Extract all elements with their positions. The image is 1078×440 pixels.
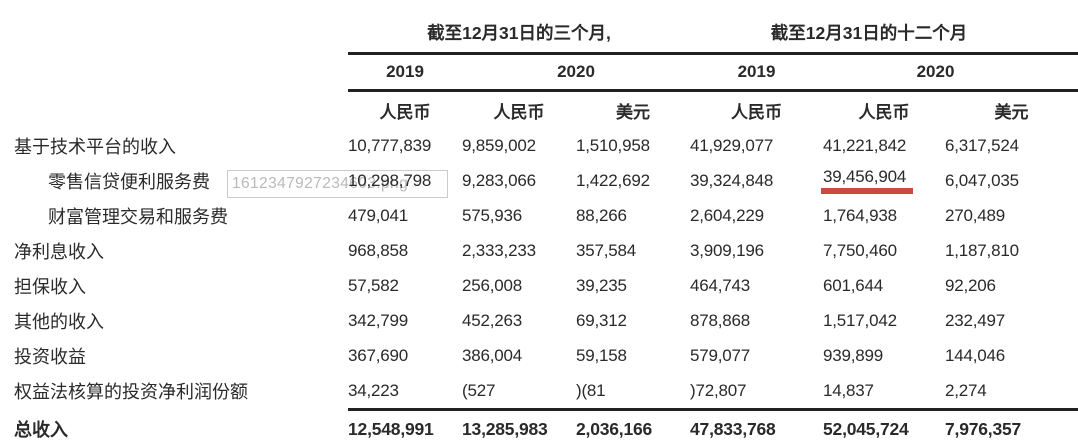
table-row: 零售信贷便利服务费 10,298,798 9,283,066 1,422,692… [0, 163, 1078, 198]
year-header: 2020 [823, 53, 1078, 92]
cell-value: 39,235 [576, 275, 627, 295]
row-label: 投资收益 [14, 346, 86, 367]
watermark-filename-overlay: 1612347927234603.png [227, 170, 448, 198]
cell-value: 232,497 [945, 310, 1006, 330]
total-value: 13,285,983 [462, 408, 576, 440]
period-header-row: 截至12月31日的三个月, 截至12月31日的十二个月 [0, 12, 1078, 55]
cell-value: 1,510,958 [576, 135, 650, 155]
cell-value: 479,041 [348, 205, 409, 225]
row-label: 零售信贷便利服务费 [48, 171, 210, 192]
currency-header: 人民币 [493, 102, 545, 122]
cell-value: 968,858 [348, 240, 409, 260]
cell-value: 452,263 [462, 310, 523, 330]
cell-value: 342,799 [348, 310, 409, 330]
currency-header-row: 人民币 人民币 美元 人民币 人民币 美元 [0, 91, 1078, 129]
cell-value-highlighted: 39,456,904 [821, 163, 945, 198]
cell-value: (527 [462, 380, 496, 400]
red-underlined-value: 39,456,904 [821, 168, 914, 194]
cell-value: 9,283,066 [462, 170, 536, 190]
empty-cell [0, 91, 348, 129]
empty-cell [0, 54, 348, 91]
row-label: 担保收入 [14, 276, 86, 297]
cell-value: 39,324,848 [690, 170, 774, 190]
cell-value: 57,582 [348, 275, 399, 295]
currency-header: 人民币 [858, 102, 910, 122]
cell-value: 357,584 [576, 240, 637, 260]
total-row: 总收入 12,548,991 13,285,983 2,036,166 47,8… [0, 408, 1078, 440]
cell-value: 6,317,524 [945, 135, 1019, 155]
cell-value: 939,899 [823, 345, 884, 365]
currency-header: 美元 [994, 102, 1029, 122]
cell-value: 3,909,196 [690, 240, 764, 260]
table-row: 投资收益 367,690 386,004 59,158 579,077 939,… [0, 338, 1078, 373]
cell-value: 41,929,077 [690, 135, 774, 155]
year-header-row: 2019 2020 2019 2020 [0, 53, 1078, 92]
cell-value: 1,187,810 [945, 240, 1019, 260]
cell-value: 367,690 [348, 345, 409, 365]
cell-value: )72,807 [690, 380, 747, 400]
cell-value: 464,743 [690, 275, 751, 295]
cell-value: )(81 [576, 380, 606, 400]
cell-value: 9,859,002 [462, 135, 536, 155]
cell-value: 270,489 [945, 205, 1006, 225]
cell-value: 7,750,460 [823, 240, 897, 260]
cell-value: 92,206 [945, 275, 996, 295]
currency-header: 人民币 [379, 102, 431, 122]
cell-value: 2,333,233 [462, 240, 536, 260]
cell-value: 1,422,692 [576, 170, 650, 190]
cell-value: 34,223 [348, 380, 399, 400]
empty-cell [0, 12, 348, 54]
cell-value: 579,077 [690, 345, 751, 365]
cell-value: 256,008 [462, 275, 523, 295]
total-value: 47,833,768 [690, 408, 823, 440]
table-row: 基于技术平台的收入 10,777,839 9,859,002 1,510,958… [0, 128, 1078, 163]
table-row: 其他的收入 342,799 452,263 69,312 878,868 1,5… [0, 303, 1078, 338]
revenue-table: 截至12月31日的三个月, 截至12月31日的十二个月 2019 2020 20… [0, 12, 1078, 440]
watermark-filename-text: 1612347927234603.png [232, 175, 409, 192]
row-label: 净利息收入 [14, 241, 104, 262]
cell-value: 601,644 [823, 275, 884, 295]
total-value: 12,548,991 [348, 408, 462, 440]
cell-value: 6,047,035 [945, 170, 1019, 190]
total-value: 52,045,724 [823, 408, 945, 440]
row-label: 基于技术平台的收入 [14, 136, 176, 157]
cell-value: 88,266 [576, 205, 627, 225]
row-label: 财富管理交易和服务费 [48, 206, 228, 227]
row-label: 权益法核算的投资净利润份额 [14, 382, 248, 403]
table-row: 权益法核算的投资净利润份额 34,223 (527 )(81 )72,807 1… [0, 373, 1078, 410]
currency-header: 美元 [616, 102, 650, 122]
currency-header: 人民币 [731, 102, 782, 122]
cell-value: 2,274 [945, 380, 987, 400]
cell-value: 41,221,842 [823, 135, 907, 155]
table-row: 财富管理交易和服务费 479,041 575,936 88,266 2,604,… [0, 198, 1078, 233]
cell-value: 575,936 [462, 205, 523, 225]
year-header: 2019 [348, 53, 462, 92]
cell-value: 1,517,042 [823, 310, 897, 330]
table-row: 担保收入 57,582 256,008 39,235 464,743 601,6… [0, 268, 1078, 303]
total-label: 总收入 [14, 420, 68, 440]
period-header-three-months: 截至12月31日的三个月, [348, 12, 690, 55]
total-value: 2,036,166 [576, 408, 690, 440]
cell-value: 69,312 [576, 310, 627, 330]
cell-value: 878,868 [690, 310, 751, 330]
cell-value: 1,764,938 [823, 205, 897, 225]
year-header: 2020 [462, 53, 690, 92]
cell-value: 59,158 [576, 345, 627, 365]
period-header-twelve-months: 截至12月31日的十二个月 [690, 12, 1078, 55]
cell-value: 2,604,229 [690, 205, 764, 225]
cell-value: 10,777,839 [348, 135, 432, 155]
total-value: 7,976,357 [945, 408, 1078, 440]
table-row: 净利息收入 968,858 2,333,233 357,584 3,909,19… [0, 233, 1078, 268]
year-header: 2019 [690, 53, 823, 92]
cell-value: 10,298,798 [348, 170, 432, 190]
cell-value: 14,837 [823, 380, 874, 400]
cell-value: 386,004 [462, 345, 523, 365]
row-label: 其他的收入 [14, 311, 104, 332]
cell-value: 144,046 [945, 345, 1006, 365]
